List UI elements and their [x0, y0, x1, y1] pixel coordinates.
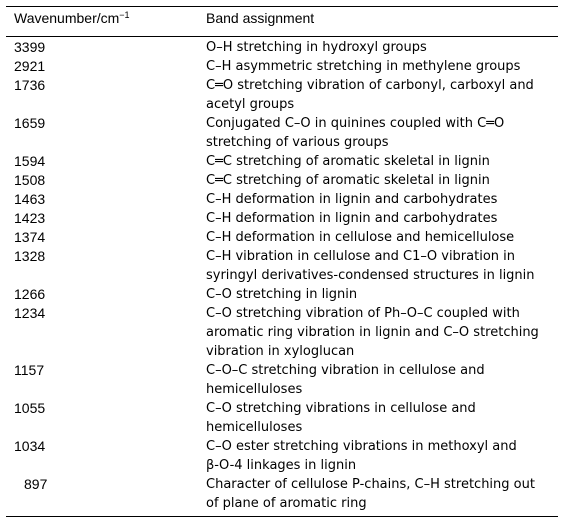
table-header-rule: [6, 36, 558, 37]
wavenumber-cell: 1266: [14, 286, 46, 302]
assignment-cell: C═O stretching vibration of carbonyl, ca…: [206, 78, 534, 112]
table-top-rule: [6, 6, 558, 7]
wavenumber-cell: 1034: [14, 438, 46, 454]
wavenumber-cell: 1594: [14, 153, 46, 169]
assignment-cell: C–O stretching vibration of Ph–O–C coupl…: [206, 306, 539, 359]
assignment-cell: C–O stretching in lignin: [206, 287, 358, 302]
table-row: 1374 C–H deformation in cellulose and hem…: [0, 228, 565, 247]
assignment-cell: C–H vibration in cellulose and C1–O vibr…: [206, 249, 535, 283]
wavenumber-cell: 1736: [14, 77, 46, 93]
assignment-cell: C–O stretching vibrations in cellulose a…: [206, 401, 476, 435]
table-row: 1594 C═C stretching of aromatic skeletal …: [0, 152, 565, 171]
table-row: 897 Character of cellulose P-chains, C–H …: [0, 475, 565, 513]
wavenumber-cell: 1374: [14, 229, 46, 245]
assignment-cell: C–H deformation in lignin and carbohydra…: [206, 192, 498, 207]
table-row: 1736 C═O stretching vibration of carbonyl…: [0, 76, 565, 114]
column-header-assignment: Band assignment: [206, 10, 315, 26]
wavenumber-cell: 1157: [14, 362, 45, 378]
wavenumber-cell: 1423: [14, 210, 46, 226]
assignment-cell: O–H stretching in hydroxyl groups: [206, 40, 427, 55]
wavenumber-header-text: Wavenumber/cm: [14, 10, 120, 26]
table-bottom-rule: [6, 516, 558, 517]
table-row: 2921 C–H asymmetric stretching in methyle…: [0, 57, 565, 76]
table-row: 1157 C–O–C stretching vibration in cellul…: [0, 361, 565, 399]
assignment-cell: C–H asymmetric stretching in methylene g…: [206, 59, 521, 74]
wavenumber-cell: 2921: [14, 58, 46, 74]
assignment-cell: C═C stretching of aromatic skeletal in l…: [206, 154, 490, 169]
table-body: 3399 O–H stretching in hydroxyl groups 29…: [0, 38, 565, 513]
table-row: 1328 C–H vibration in cellulose and C1–O …: [0, 247, 565, 285]
table-row: 1266 C–O stretching in lignin: [0, 285, 565, 304]
column-header-wavenumber: Wavenumber/cm−1: [14, 9, 130, 27]
assignment-cell: C–H deformation in cellulose and hemicel…: [206, 230, 515, 245]
table-row: 1463 C–H deformation in lignin and carboh…: [0, 190, 565, 209]
wavenumber-cell: 897: [24, 476, 48, 492]
table-row: 1055 C–O stretching vibrations in cellulo…: [0, 399, 565, 437]
table-row: 3399 O–H stretching in hydroxyl groups: [0, 38, 565, 57]
table-row: 1659 Conjugated C–O in quinines coupled w…: [0, 114, 565, 152]
table-row: 1234 C–O stretching vibration of Ph–O–C c…: [0, 304, 565, 361]
table-row: 1423 C–H deformation in lignin and carboh…: [0, 209, 565, 228]
wavenumber-cell: 1508: [14, 172, 46, 188]
assignment-cell: C–O ester stretching vibrations in metho…: [206, 439, 517, 473]
assignment-cell: Conjugated C–O in quinines coupled with …: [206, 116, 505, 150]
assignment-cell: C–O–C stretching vibration in cellulose …: [206, 363, 485, 397]
wavenumber-cell: 3399: [14, 39, 46, 55]
table-row: 1508 C═C stretching of aromatic skeletal …: [0, 171, 565, 190]
wavenumber-cell: 1055: [14, 400, 46, 416]
wavenumber-cell: 1463: [14, 191, 46, 207]
table-row: 1034 C–O ester stretching vibrations in m…: [0, 437, 565, 475]
wavenumber-cell: 1234: [14, 305, 46, 321]
assignment-cell: C═C stretching of aromatic skeletal in l…: [206, 173, 490, 188]
wavenumber-cell: 1659: [14, 115, 46, 131]
assignment-cell: Character of cellulose P-chains, C–H str…: [206, 477, 535, 511]
assignment-cell: C–H deformation in lignin and carbohydra…: [206, 211, 498, 226]
wavenumber-header-exponent: −1: [119, 10, 130, 20]
wavenumber-cell: 1328: [14, 248, 46, 264]
